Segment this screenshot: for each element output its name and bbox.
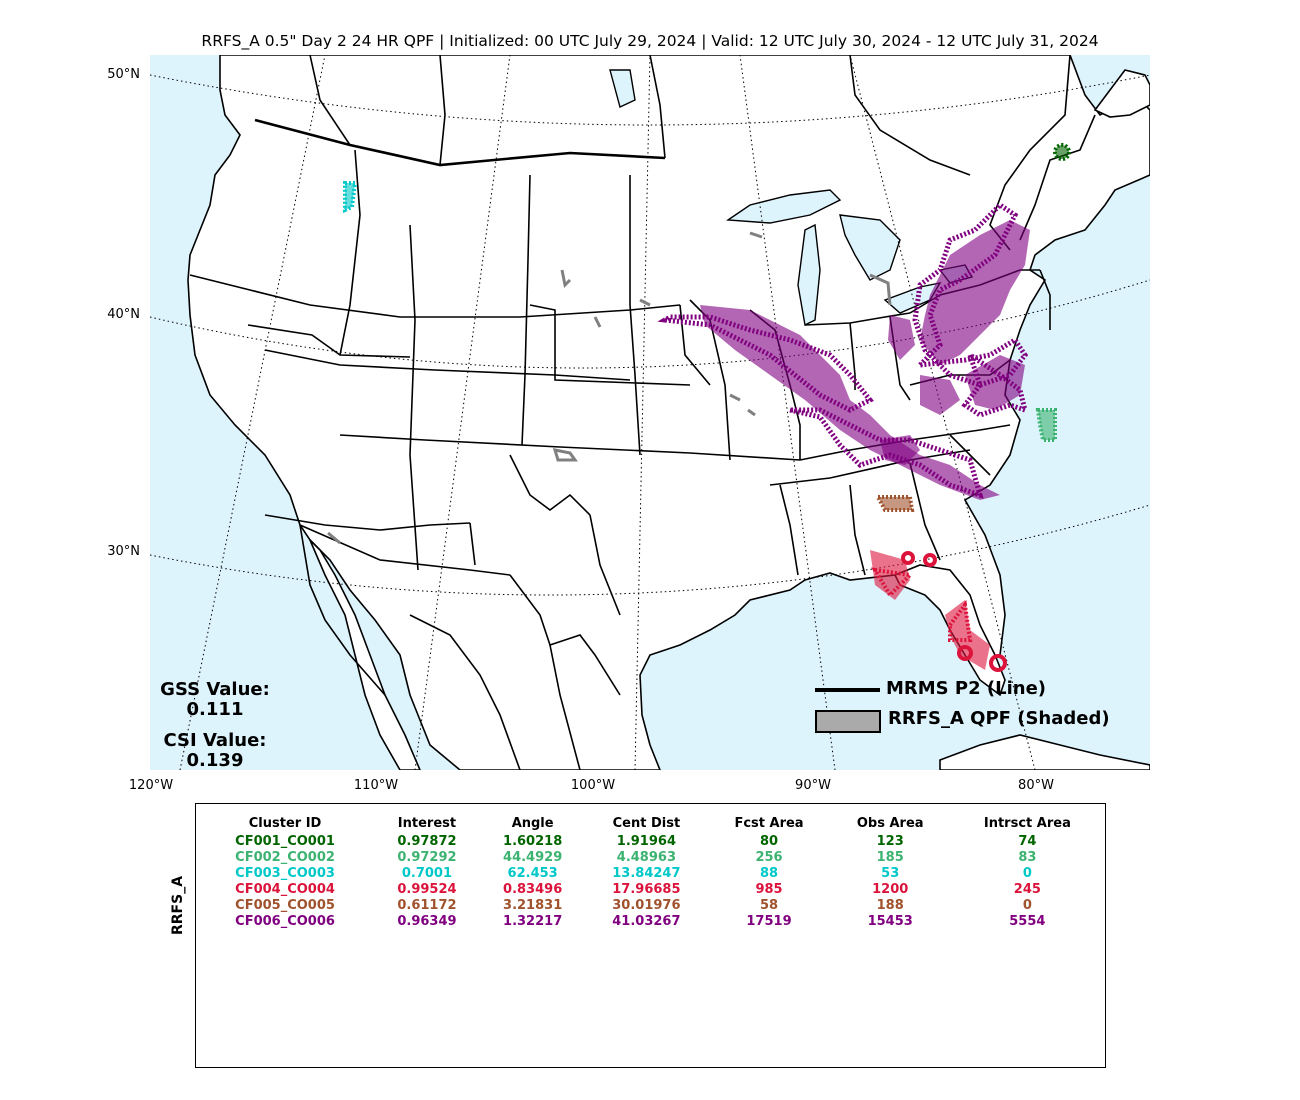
table-cell: 1.91964 [616,834,676,849]
table-cell: CF003_CO003 [235,866,335,881]
unmatched-observed-objects [327,231,892,545]
table-cell: 1.32217 [503,914,563,929]
gss-label: GSS Value: [160,679,270,700]
header-cent-dist: Cent Dist [612,816,681,831]
legend-shaded-label: RRFS_A QPF (Shaded) [888,708,1110,729]
table-row: CF005_CO005 0.61172 3.21831 30.01976 58 188 0 [196,898,1105,914]
csi-value: 0.139 [186,750,244,771]
table-cell: 0.61172 [397,898,457,913]
cluster-cf006-purple [657,201,1030,500]
gss-value: 0.111 [186,699,244,720]
table-cell: 0 [1022,898,1032,913]
cluster-cf003-cyan [343,181,358,214]
table-cell: 44.4929 [503,850,563,865]
legend-line-swatch [815,688,880,692]
lon-label-110w: 110°W [353,778,399,793]
lat-label-40n: 40°N [107,307,140,322]
header-interest: Interest [397,816,457,831]
table-cell: 0.96349 [397,914,457,929]
table-cell: 985 [755,882,783,897]
lon-label-90w: 90°W [795,778,831,793]
table-cell: 17519 [746,914,792,929]
lon-label-120w: 120°W [128,778,174,793]
table-cell: 88 [759,866,779,881]
lat-label-30n: 30°N [107,544,140,559]
table-cell: CF005_CO005 [235,898,335,913]
cluster-cf002-seagreen [1035,408,1057,442]
table-cell: 0.83496 [503,882,563,897]
table-cell: 0.97292 [397,850,457,865]
table-cell: 53 [881,866,900,881]
legend-line-label: MRMS P2 (Line) [886,678,1047,699]
cluster-cf004-crimson [870,550,1007,672]
precip-map [150,55,1150,770]
table-cell: 17.96685 [612,882,681,897]
table-cell: 5554 [1009,914,1046,929]
cluster-cf001-darkgreen [1053,143,1071,161]
table-cell: CF001_CO001 [235,834,335,849]
table-cell: 62.453 [507,866,558,881]
header-cluster-id: Cluster ID [248,816,322,831]
legend-shaded-swatch [815,710,881,733]
table-cell: 3.21831 [503,898,563,913]
table-cell: 0 [1022,866,1032,881]
table-cell: 58 [759,898,779,913]
table-cell: 30.01976 [612,898,681,913]
table-cell: 1.60218 [503,834,563,849]
land-layer [187,55,1150,770]
map-title: RRFS_A 0.5" Day 2 24 HR QPF | Initialize… [201,32,1099,50]
table-cell: 245 [1013,882,1041,897]
table-cell: 41.03267 [612,914,681,929]
table-row: CF001_CO001 0.97872 1.60218 1.91964 80 123 74 [196,834,1105,850]
table-cell: 185 [876,850,904,865]
table-body: CF001_CO001 0.97872 1.60218 1.91964 80 123 74 C… [196,834,1105,930]
table-cell: 0.7001 [401,866,453,881]
lon-label-100w: 100°W [570,778,616,793]
table-cell: 83 [1018,850,1037,865]
table-cell: 80 [759,834,779,849]
header-intrsct-area: Intrsct Area [983,816,1071,831]
table-header-row: Cluster ID Interest Angle Cent Dist Fcst… [196,816,1105,834]
table-cell: 4.48963 [616,850,676,865]
table-row: CF002_CO002 0.97292 44.4929 4.48963 256 185 83 [196,850,1105,866]
stats-table: Cluster ID Interest Angle Cent Dist Fcst… [196,816,1105,930]
table-cell: 0.97872 [397,834,457,849]
header-obs-area: Obs Area [856,816,924,831]
table-cell: 0.99524 [397,882,457,897]
table-cell: CF002_CO002 [235,850,335,865]
table-cell: CF006_CO006 [235,914,335,929]
lon-label-80w: 80°W [1018,778,1054,793]
header-angle: Angle [511,816,554,831]
csi-label: CSI Value: [163,730,267,751]
table-row: CF003_CO003 0.7001 62.453 13.84247 88 53 0 [196,866,1105,882]
cluster-cf005-brown [874,495,915,512]
table-cell: 15453 [867,914,913,929]
table-cell: 123 [876,834,904,849]
map-panel [150,55,1150,770]
table-row: CF006_CO006 0.96349 1.32217 41.03267 17519 15… [196,914,1105,930]
table-cell: 74 [1018,834,1037,849]
model-label: RRFS_A [170,875,186,935]
table-cell: 13.84247 [612,866,681,881]
header-fcst-area: Fcst Area [734,816,804,831]
stats-table-box: Cluster ID Interest Angle Cent Dist Fcst… [195,803,1106,1068]
table-cell: 1200 [872,882,909,897]
table-cell: 188 [876,898,904,913]
table-cell: CF004_CO004 [235,882,335,897]
lat-label-50n: 50°N [107,67,140,82]
table-row: CF004_CO004 0.99524 0.83496 17.96685 985 1200… [196,882,1105,898]
table-cell: 256 [755,850,783,865]
